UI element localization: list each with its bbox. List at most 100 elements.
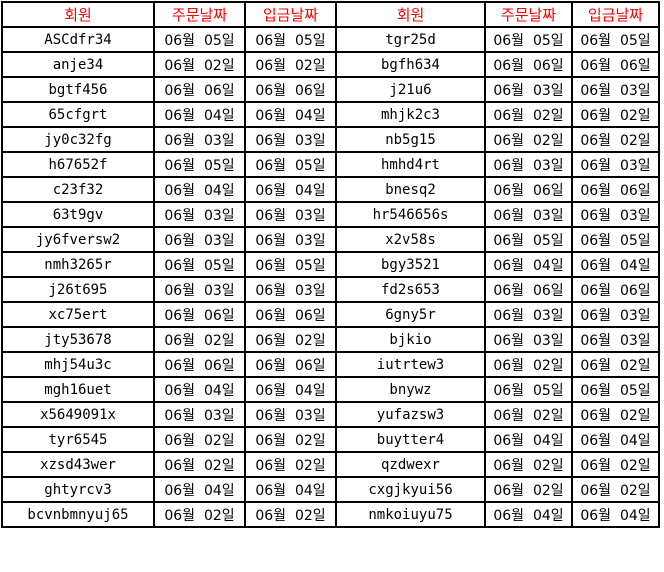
cell-order-date: 06월 05일 <box>153 151 246 178</box>
cell-order-date: 06월 03일 <box>484 301 573 328</box>
cell-deposit-date: 06월 05일 <box>571 26 660 53</box>
cell-deposit-date: 06월 05일 <box>571 376 660 403</box>
cell-order-date: 06월 02일 <box>153 451 246 478</box>
cell-order-date: 06월 02일 <box>484 126 573 153</box>
cell-member: nb5g15 <box>335 126 486 153</box>
cell-order-date: 06월 05일 <box>153 26 246 53</box>
table-row: ghtyrcv3 06월 04일 06월 04일 cxgjkyui56 06월 02일 0… <box>1 476 660 503</box>
cell-deposit-date: 06월 04일 <box>244 476 337 503</box>
cell-deposit-date: 06월 04일 <box>244 176 337 203</box>
cell-deposit-date: 06월 04일 <box>571 251 660 278</box>
cell-member: bnywz <box>335 376 486 403</box>
cell-member: j21u6 <box>335 76 486 103</box>
cell-deposit-date: 06월 02일 <box>571 101 660 128</box>
cell-deposit-date: 06월 06일 <box>571 276 660 303</box>
cell-member: tgr25d <box>335 26 486 53</box>
cell-deposit-date: 06월 03일 <box>244 401 337 428</box>
cell-order-date: 06월 06일 <box>153 76 246 103</box>
header-deposit-date: 입금날짜 <box>244 1 337 28</box>
cell-member: nmh3265r <box>1 251 155 278</box>
cell-deposit-date: 06월 02일 <box>571 126 660 153</box>
cell-member: hr546656s <box>335 201 486 228</box>
table-row: 63t9gv 06월 03일 06월 03일 hr546656s 06월 03일 06월 … <box>1 201 660 228</box>
cell-order-date: 06월 06일 <box>153 301 246 328</box>
cell-member: bjkio <box>335 326 486 353</box>
cell-member: anje34 <box>1 51 155 78</box>
cell-order-date: 06월 06일 <box>153 351 246 378</box>
table-row: jy0c32fg 06월 03일 06월 03일 nb5g15 06월 02일 06월 0… <box>1 126 660 153</box>
cell-order-date: 06월 04일 <box>484 426 573 453</box>
cell-member: hmhd4rt <box>335 151 486 178</box>
cell-member: bnesq2 <box>335 176 486 203</box>
cell-order-date: 06월 02일 <box>484 451 573 478</box>
cell-deposit-date: 06월 02일 <box>571 476 660 503</box>
cell-member: cxgjkyui56 <box>335 476 486 503</box>
cell-deposit-date: 06월 03일 <box>244 226 337 253</box>
cell-member: jy0c32fg <box>1 126 155 153</box>
cell-member: yufazsw3 <box>335 401 486 428</box>
cell-deposit-date: 06월 02일 <box>571 401 660 428</box>
cell-member: j26t695 <box>1 276 155 303</box>
cell-member: iutrtew3 <box>335 351 486 378</box>
cell-order-date: 06월 06일 <box>484 176 573 203</box>
cell-member: x5649091x <box>1 401 155 428</box>
cell-deposit-date: 06월 04일 <box>244 376 337 403</box>
table-row: xzsd43wer 06월 02일 06월 02일 qzdwexr 06월 02일 06월… <box>1 451 660 478</box>
header-member: 회원 <box>1 1 155 28</box>
cell-order-date: 06월 06일 <box>484 51 573 78</box>
cell-deposit-date: 06월 05일 <box>244 251 337 278</box>
cell-order-date: 06월 02일 <box>153 501 246 528</box>
cell-member: mgh16uet <box>1 376 155 403</box>
cell-deposit-date: 06월 06일 <box>244 76 337 103</box>
cell-deposit-date: 06월 03일 <box>571 301 660 328</box>
cell-member: x2v58s <box>335 226 486 253</box>
cell-order-date: 06월 05일 <box>484 26 573 53</box>
table-row: bcvnbmnyuj65 06월 02일 06월 02일 nmkoiuyu75 06월 … <box>1 501 660 528</box>
cell-order-date: 06월 03일 <box>153 226 246 253</box>
cell-order-date: 06월 06일 <box>484 276 573 303</box>
header-order-date: 주문날짜 <box>484 1 573 28</box>
header-deposit-date: 입금날짜 <box>571 1 660 28</box>
cell-deposit-date: 06월 05일 <box>244 151 337 178</box>
cell-order-date: 06월 04일 <box>484 501 573 528</box>
cell-order-date: 06월 03일 <box>484 76 573 103</box>
cell-member: qzdwexr <box>335 451 486 478</box>
header-member: 회원 <box>335 1 486 28</box>
cell-deposit-date: 06월 04일 <box>244 101 337 128</box>
cell-member: h67652f <box>1 151 155 178</box>
cell-order-date: 06월 02일 <box>153 326 246 353</box>
cell-member: 63t9gv <box>1 201 155 228</box>
cell-member: xzsd43wer <box>1 451 155 478</box>
table-row: bgtf456 06월 06일 06월 06일 j21u6 06월 03일 06월 03일 <box>1 76 660 103</box>
cell-deposit-date: 06월 02일 <box>571 351 660 378</box>
cell-order-date: 06월 05일 <box>484 376 573 403</box>
cell-deposit-date: 06월 03일 <box>571 201 660 228</box>
cell-deposit-date: 06월 02일 <box>244 501 337 528</box>
cell-member: jy6fversw2 <box>1 226 155 253</box>
table-row: j26t695 06월 03일 06월 03일 fd2s653 06월 06일 06월 0… <box>1 276 660 303</box>
cell-order-date: 06월 03일 <box>153 126 246 153</box>
cell-member: nmkoiuyu75 <box>335 501 486 528</box>
cell-member: bgtf456 <box>1 76 155 103</box>
table-row: 65cfgrt 06월 04일 06월 04일 mhjk2c3 06월 02일 06월 0… <box>1 101 660 128</box>
cell-order-date: 06월 03일 <box>153 201 246 228</box>
cell-deposit-date: 06월 05일 <box>571 226 660 253</box>
table-row: mgh16uet 06월 04일 06월 04일 bnywz 06월 05일 06월 05… <box>1 376 660 403</box>
cell-order-date: 06월 03일 <box>153 276 246 303</box>
cell-order-date: 06월 03일 <box>484 201 573 228</box>
cell-order-date: 06월 05일 <box>153 251 246 278</box>
cell-deposit-date: 06월 03일 <box>571 76 660 103</box>
cell-member: mhj54u3c <box>1 351 155 378</box>
table-row: xc75ert 06월 06일 06월 06일 6gny5r 06월 03일 06월 03… <box>1 301 660 328</box>
table-row: ASCdfr34 06월 05일 06월 05일 tgr25d 06월 05일 06월 0… <box>1 26 660 53</box>
header-row: 회원 주문날짜 입금날짜 회원 주문날짜 입금날짜 <box>1 1 660 28</box>
cell-order-date: 06월 05일 <box>484 226 573 253</box>
cell-deposit-date: 06월 06일 <box>244 301 337 328</box>
cell-order-date: 06월 04일 <box>153 176 246 203</box>
cell-member: bgy3521 <box>335 251 486 278</box>
cell-member: c23f32 <box>1 176 155 203</box>
cell-deposit-date: 06월 03일 <box>571 151 660 178</box>
cell-order-date: 06월 02일 <box>153 51 246 78</box>
cell-order-date: 06월 02일 <box>484 401 573 428</box>
table-row: x5649091x 06월 03일 06월 03일 yufazsw3 06월 02일 06… <box>1 401 660 428</box>
